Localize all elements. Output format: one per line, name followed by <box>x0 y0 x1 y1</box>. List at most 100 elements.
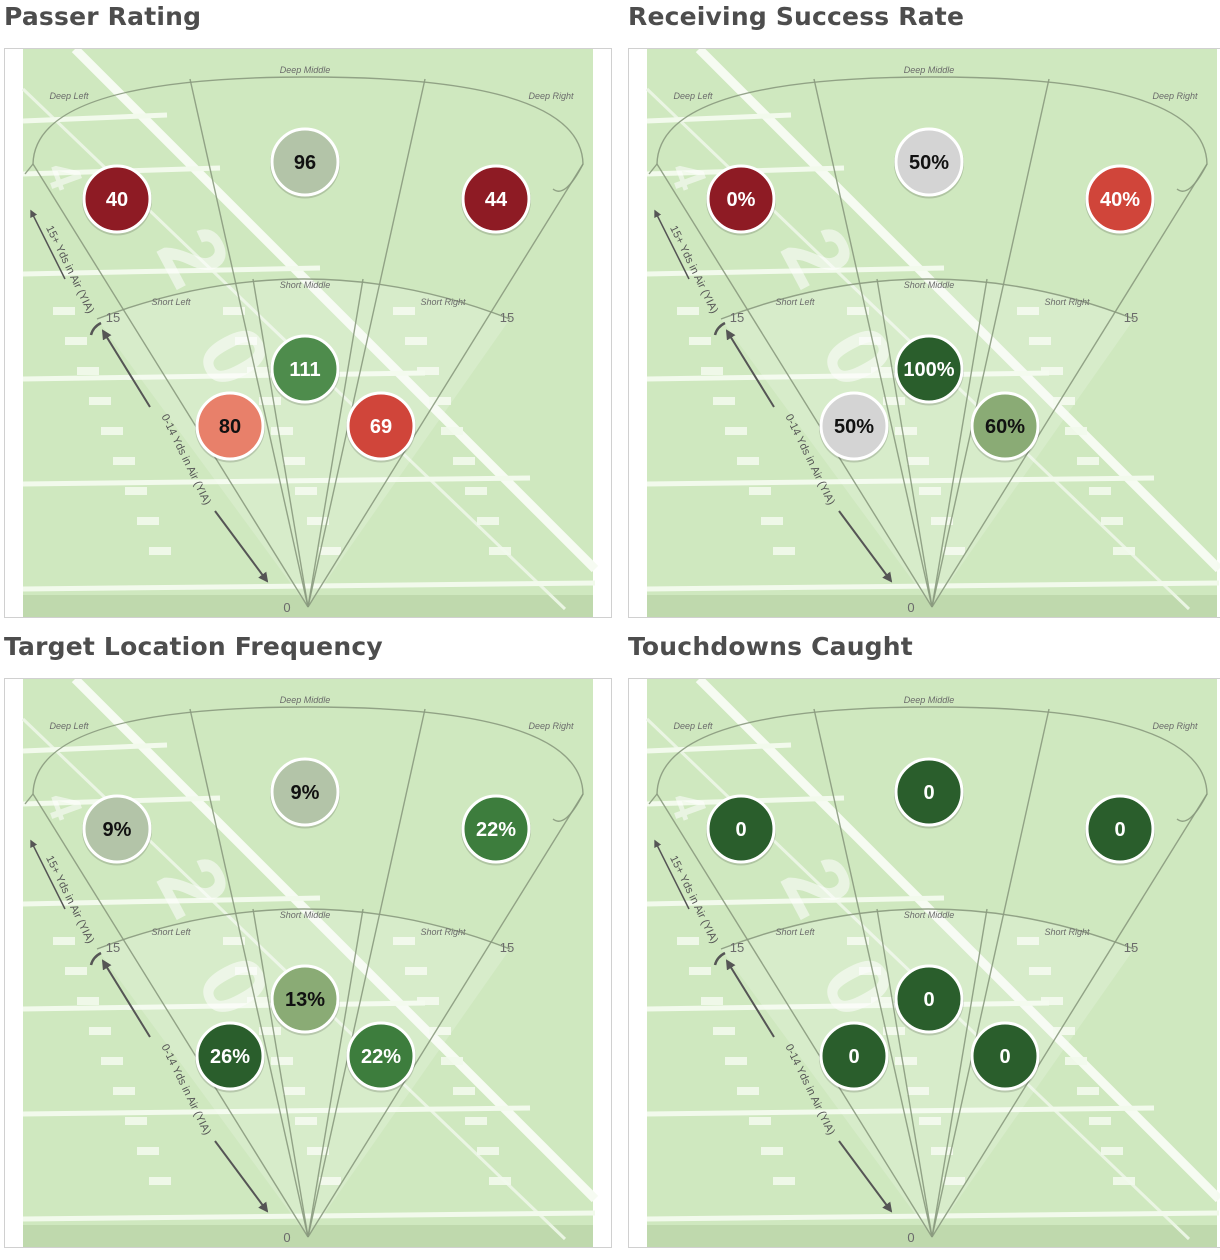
short-left-label: Short Left <box>775 927 815 937</box>
bubble-circle <box>970 391 1040 461</box>
bubble-circle <box>461 794 531 864</box>
short-middle-label: Short Middle <box>280 280 331 290</box>
bubble-circle <box>195 391 265 461</box>
field-diagram: 4 2 0 Deep Middle Deep Left Deep Right Short M… <box>4 678 612 1248</box>
bubble-deep-middle[interactable]: 9% <box>270 757 340 829</box>
bubble-deep-middle[interactable]: 96 <box>270 127 340 199</box>
yard-marker-15-right: 15 <box>500 940 514 955</box>
bubble-value: 13% <box>285 989 325 1011</box>
bubble-short-left[interactable]: 80 <box>195 391 265 463</box>
bubble-short-right[interactable]: 69 <box>346 391 416 463</box>
bubble-value: 50% <box>834 416 874 438</box>
yard-line <box>646 265 945 277</box>
yard-marker-0: 0 <box>907 600 914 615</box>
bubble-value: 80 <box>219 416 241 438</box>
sideline <box>695 49 1220 573</box>
bubble-short-left[interactable]: 0 <box>819 1021 889 1093</box>
chart-title: Passer Rating <box>4 2 202 31</box>
bubble-deep-right[interactable]: 40% <box>1085 164 1155 236</box>
bubble-deep-left[interactable]: 40 <box>82 164 152 236</box>
deep-right-label: Deep Right <box>1152 91 1198 101</box>
bubble-value: 60% <box>985 416 1025 438</box>
short-middle-label: Short Middle <box>280 910 331 920</box>
short-right-label: Short Right <box>1044 297 1090 307</box>
yard-line <box>22 112 168 124</box>
yard-line <box>646 1210 1220 1222</box>
right-margin <box>1217 679 1220 1247</box>
chart-title: Receiving Success Rate <box>628 2 965 31</box>
bubble-value: 0% <box>727 189 756 211</box>
bubble-circle <box>894 757 964 827</box>
short-right-label: Short Right <box>420 927 466 937</box>
short-range-arrow-down <box>214 1140 269 1213</box>
bubble-short-left[interactable]: 50% <box>819 391 889 463</box>
bubble-circle <box>1085 794 1155 864</box>
sideline <box>71 679 599 1203</box>
short-right-label: Short Right <box>420 297 466 307</box>
yard-marker-0: 0 <box>283 1230 290 1245</box>
bubble-circle <box>894 127 964 197</box>
bubble-deep-middle[interactable]: 0 <box>894 757 964 829</box>
yard-marker-0: 0 <box>907 1230 914 1245</box>
bubble-deep-middle[interactable]: 50% <box>894 127 964 199</box>
bubble-deep-left[interactable]: 0 <box>706 794 776 866</box>
yard-line <box>646 475 1155 487</box>
zone-bubbles: 40 96 44 80 111 69 <box>82 127 531 463</box>
bubble-circle <box>82 164 152 234</box>
yard-marker-15-left: 15 <box>106 940 120 955</box>
bubble-circle <box>706 794 776 864</box>
bubble-circle <box>346 391 416 461</box>
deep-left-label: Deep Left <box>49 91 89 101</box>
bubble-deep-left[interactable]: 0% <box>706 164 776 236</box>
deep-right-label: Deep Right <box>528 721 574 731</box>
bubble-deep-left[interactable]: 9% <box>82 794 152 866</box>
yard-line <box>22 1105 531 1117</box>
bubble-deep-right[interactable]: 22% <box>461 794 531 866</box>
yard-marker-0: 0 <box>283 600 290 615</box>
bubble-short-middle[interactable]: 13% <box>270 964 340 1036</box>
yard-line <box>22 265 321 277</box>
short-range-arrow-down <box>838 510 893 583</box>
bubble-value: 0 <box>848 1046 859 1068</box>
short-left-label: Short Left <box>775 297 815 307</box>
bubble-short-right[interactable]: 0 <box>970 1021 1040 1093</box>
bubble-short-right[interactable]: 60% <box>970 391 1040 463</box>
bubble-deep-right[interactable]: 0 <box>1085 794 1155 866</box>
short-range-arrow-up <box>725 959 775 1038</box>
bubble-short-middle[interactable]: 0 <box>894 964 964 1036</box>
bubble-value: 96 <box>294 152 316 174</box>
chart-panel-touchdowns-caught: Touchdowns Caught 4 2 0 Deep Middle Deep Left… <box>624 630 1220 1250</box>
bubble-circle <box>894 334 964 404</box>
bubble-deep-right[interactable]: 44 <box>461 164 531 236</box>
bubble-value: 0 <box>999 1046 1010 1068</box>
yard-line <box>22 1210 596 1222</box>
yard-line <box>646 370 1050 382</box>
short-right-label: Short Right <box>1044 927 1090 937</box>
deep-range-arrow <box>30 839 66 910</box>
yard-marker-15-right: 15 <box>1124 310 1138 325</box>
short-middle-label: Short Middle <box>904 910 955 920</box>
field-diagram: 4 2 0 Deep Middle Deep Left Deep Right Short M… <box>628 48 1220 618</box>
bubble-circle <box>1085 164 1155 234</box>
bubble-short-left[interactable]: 26% <box>195 1021 265 1093</box>
sideline <box>695 679 1220 1203</box>
yard-marker-15-left: 15 <box>730 310 744 325</box>
bubble-value: 50% <box>909 152 949 174</box>
bubble-short-middle[interactable]: 100% <box>894 334 964 406</box>
bubble-short-middle[interactable]: 111 <box>270 334 340 406</box>
deep-range-arrow <box>654 209 690 280</box>
deep-left-label: Deep Left <box>673 721 713 731</box>
bubble-circle <box>346 1021 416 1091</box>
bubble-short-right[interactable]: 22% <box>346 1021 416 1093</box>
yard-line <box>22 580 596 592</box>
yard-line <box>646 580 1220 592</box>
bubble-circle <box>461 164 531 234</box>
field-diagram: 4 2 0 Deep Middle Deep Left Deep Right Short M… <box>4 48 612 618</box>
bubble-circle <box>819 1021 889 1091</box>
left-margin <box>5 679 23 1247</box>
yard-line <box>646 895 945 907</box>
zone-bubbles: 0 0 0 0 0 0 <box>706 757 1155 1093</box>
